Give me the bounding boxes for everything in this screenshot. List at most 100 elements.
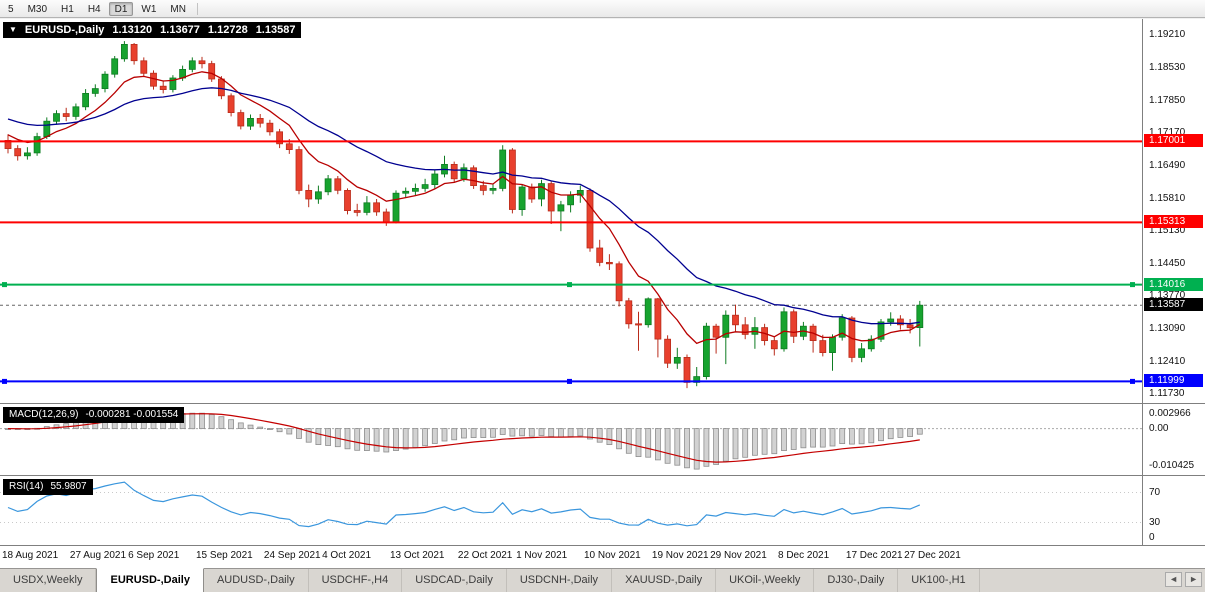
candle-body: [62, 113, 70, 117]
macd-histogram-bar: [655, 428, 661, 461]
tab-scroll-left-icon[interactable]: ◄: [1165, 572, 1183, 587]
rsi-name: RSI(14): [9, 481, 44, 492]
macd-histogram-bar: [771, 428, 778, 455]
price-axis-tick: 1.17850: [1149, 94, 1186, 106]
candle-body: [402, 190, 410, 194]
candle-body: [712, 325, 720, 338]
timeframe-button-h4[interactable]: H4: [82, 2, 107, 16]
ohlc-open: 1.13120: [112, 24, 153, 36]
timeframe-button-d1[interactable]: D1: [108, 1, 134, 16]
macd-histogram-bar: [480, 428, 487, 439]
candlestick-chart[interactable]: [0, 19, 1142, 403]
macd-histogram-bar: [839, 428, 846, 445]
macd-histogram-bar: [829, 428, 836, 447]
candle-body: [392, 192, 400, 223]
macd-histogram-bar: [344, 428, 351, 450]
price-level-label: 1.17001: [1144, 134, 1203, 148]
candle-body: [586, 189, 594, 249]
macd-histogram-bar: [897, 428, 904, 438]
macd-histogram-bar: [868, 428, 875, 444]
level-line-handle[interactable]: [2, 378, 7, 384]
candle-body: [43, 120, 51, 137]
candle-body: [528, 186, 536, 200]
timeframe-button-h1[interactable]: H1: [55, 2, 80, 16]
macd-histogram-bar: [538, 428, 545, 436]
level-line-handle[interactable]: [567, 282, 572, 288]
macd-histogram-bar: [354, 428, 361, 451]
chart-tab-usdcad-daily[interactable]: USDCAD-,Daily: [402, 569, 507, 592]
macd-histogram-bar: [237, 422, 244, 429]
macd-histogram-bar: [393, 428, 399, 452]
chart-tab-xauusd-daily[interactable]: XAUUSD-,Daily: [612, 569, 717, 592]
macd-histogram-bar: [819, 428, 826, 448]
timeframe-button-5[interactable]: 5: [2, 2, 20, 16]
price-level-label: 1.14016: [1144, 277, 1203, 291]
macd-histogram-bar: [266, 428, 273, 431]
rsi-panel[interactable]: RSI(14) 55.9807: [0, 476, 1142, 546]
macd-histogram-bar: [587, 428, 593, 440]
rsi-chart[interactable]: [0, 476, 1142, 545]
chart-tab-usdcnh-daily[interactable]: USDCNH-,Daily: [507, 569, 613, 592]
chart-tab-usdchf-h4[interactable]: USDCHF-,H4: [309, 569, 403, 592]
macd-histogram-bar: [431, 428, 438, 444]
macd-histogram-bar: [693, 428, 700, 470]
level-line-handle[interactable]: [2, 282, 7, 288]
macd-histogram-bar: [645, 428, 652, 458]
date-axis-label: 24 Sep 2021: [263, 550, 321, 561]
macd-axis-tick: 0.002966: [1149, 408, 1191, 419]
level-line-handle[interactable]: [1130, 378, 1135, 384]
macd-values: -0.000281 -0.001554: [85, 409, 179, 420]
candle-body: [198, 60, 206, 65]
candle-body: [576, 189, 584, 196]
candle-body: [683, 356, 691, 383]
macd-histogram-bar: [53, 424, 60, 429]
candle-body: [877, 321, 885, 340]
candle-body: [305, 189, 313, 200]
chart-tab-dj30-daily[interactable]: DJ30-,Daily: [814, 569, 899, 592]
macd-histogram-bar: [752, 428, 758, 456]
macd-histogram-bar: [664, 428, 671, 464]
macd-histogram-bar: [781, 428, 787, 452]
candle-body: [334, 178, 342, 191]
candle-body: [547, 183, 555, 212]
rsi-axis-tick: 0: [1149, 532, 1155, 543]
candle-body: [703, 325, 710, 378]
macd-histogram-bar: [218, 416, 225, 429]
macd-histogram-bar: [722, 428, 729, 462]
macd-panel[interactable]: MACD(12,26,9) -0.000281 -0.001554: [0, 404, 1142, 476]
candle-body: [829, 336, 836, 354]
chart-tab-bar: USDX,Weekly EURUSD-,Daily AUDUSD-,Daily USD…: [0, 568, 1205, 592]
candle-body: [188, 60, 196, 70]
macd-chart[interactable]: [0, 404, 1142, 475]
chart-tab-ukoil-weekly[interactable]: UKOil-,Weekly: [716, 569, 815, 592]
chart-tab-eurusd-daily[interactable]: EURUSD-,Daily: [96, 568, 204, 592]
price-chart-panel[interactable]: ▼ EURUSD-,Daily 1.13120 1.13677 1.12728 …: [0, 19, 1142, 404]
ohlc-high: 1.13677: [160, 24, 200, 36]
macd-histogram-bar: [383, 428, 390, 453]
candle-body: [741, 324, 749, 335]
chart-tab-usdx-weekly[interactable]: USDX,Weekly: [0, 569, 97, 592]
chart-tab-uk100-h1[interactable]: UK100-,H1: [898, 569, 980, 592]
macd-histogram-bar: [567, 428, 574, 438]
macd-histogram-bar: [208, 414, 215, 430]
ohlc-close: 1.13587: [255, 24, 296, 36]
timeframe-button-mn[interactable]: MN: [164, 2, 192, 16]
candle-body: [208, 63, 216, 80]
macd-histogram-bar: [790, 428, 797, 450]
chart-tab-audusd-daily[interactable]: AUDUSD-,Daily: [204, 569, 309, 592]
tab-scroll-right-icon[interactable]: ►: [1185, 572, 1202, 587]
level-line-handle[interactable]: [567, 378, 572, 384]
symbol-title: EURUSD-,Daily: [24, 24, 105, 36]
macd-histogram-bar: [800, 428, 807, 449]
collapse-arrow-icon[interactable]: ▼: [9, 25, 17, 34]
timeframe-button-m30[interactable]: M30: [22, 2, 53, 16]
level-line-handle[interactable]: [1130, 282, 1135, 288]
rsi-axis-tick: 70: [1149, 486, 1161, 498]
candle-body: [421, 184, 429, 189]
macd-histogram-bar: [684, 428, 690, 469]
macd-histogram-bar: [625, 428, 632, 454]
date-axis: 18 Aug 2021 27 Aug 2021 6 Sep 2021 15 Sep 2…: [0, 546, 1205, 568]
timeframe-button-w1[interactable]: W1: [135, 2, 162, 16]
rsi-axis-tick: 30: [1149, 516, 1161, 528]
macd-axis-tick: 0.00: [1149, 422, 1169, 434]
